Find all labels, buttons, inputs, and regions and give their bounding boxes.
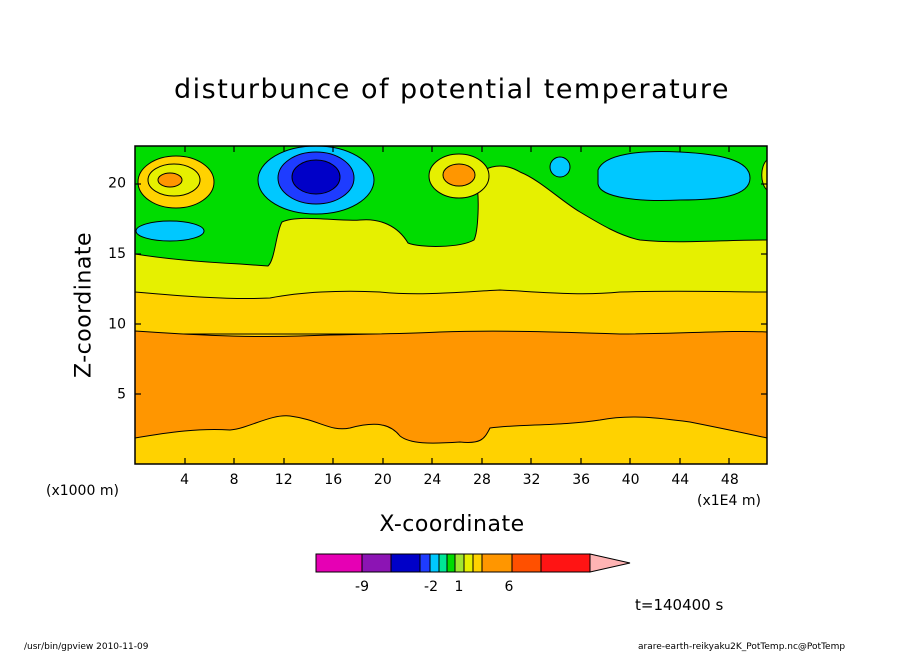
cold-cell-left bbox=[135, 220, 205, 242]
colorbar-swatch bbox=[390, 553, 421, 573]
x-axis-label: X-coordinate bbox=[379, 512, 525, 537]
colorbar-label: -2 bbox=[424, 579, 438, 595]
colorbar-label: 1 bbox=[455, 579, 464, 595]
y-tick-labels: 5 10 15 20 bbox=[108, 176, 126, 403]
timestamp-label: t=140400 s bbox=[635, 596, 724, 614]
x-tick-label: 40 bbox=[622, 472, 640, 488]
footer-left: /usr/bin/gpview 2010-11-09 bbox=[24, 642, 149, 652]
x-tick-label: 48 bbox=[721, 472, 739, 488]
y-tick-label: 20 bbox=[108, 176, 126, 192]
cold-blob-core bbox=[291, 159, 341, 195]
y-axis-label: Z-coordinate bbox=[71, 232, 97, 378]
x-tick-label: 8 bbox=[230, 472, 239, 488]
colorbar-swatch bbox=[361, 553, 392, 573]
x-tick-label: 36 bbox=[572, 472, 590, 488]
plot-frame bbox=[134, 145, 768, 465]
field-band-orange bbox=[135, 330, 767, 444]
x-axis-unit: (x1E4 m) bbox=[697, 493, 761, 509]
colorbar-swatch bbox=[463, 553, 474, 573]
field-band-gold bbox=[135, 289, 767, 335]
x-tick-label: 12 bbox=[275, 472, 293, 488]
colorbar-labels: -9 -2 1 6 bbox=[355, 579, 514, 595]
x-tick-label: 4 bbox=[180, 472, 189, 488]
x-tick-label: 20 bbox=[374, 472, 392, 488]
colorbar bbox=[315, 553, 631, 573]
colorbar-swatch bbox=[540, 553, 591, 573]
field-band-yellow bbox=[135, 165, 767, 301]
y-tick-label: 5 bbox=[117, 387, 126, 403]
chart-title: disturbunce of potential temperature bbox=[174, 74, 730, 105]
warm-blob-left-core bbox=[157, 172, 183, 188]
x-tick-label: 28 bbox=[473, 472, 491, 488]
colorbar-swatch bbox=[446, 553, 456, 573]
heatmap-field bbox=[135, 146, 767, 464]
colorbar-extend-arrow bbox=[589, 553, 631, 573]
x-tick-label: 24 bbox=[423, 472, 441, 488]
cold-cell-right bbox=[597, 151, 751, 201]
warm-blob-center-core bbox=[442, 163, 476, 187]
x-tick-labels: 4 8 12 16 20 24 28 32 36 40 44 48 bbox=[180, 472, 739, 488]
x-tick-label: 44 bbox=[671, 472, 689, 488]
cold-cell-small bbox=[549, 156, 571, 178]
colorbar-label: 6 bbox=[505, 579, 514, 595]
colorbar-swatch bbox=[511, 553, 542, 573]
y-axis-unit: (x1000 m) bbox=[46, 483, 119, 499]
colorbar-swatch bbox=[481, 553, 513, 573]
y-tick-label: 10 bbox=[108, 316, 126, 332]
colorbar-swatch bbox=[438, 553, 448, 573]
colorbar-label: -9 bbox=[355, 579, 369, 595]
colorbar-swatch bbox=[315, 553, 363, 573]
y-tick-label: 15 bbox=[108, 246, 126, 262]
x-tick-label: 32 bbox=[523, 472, 541, 488]
colorbar-swatch bbox=[472, 553, 483, 573]
colorbar-swatch bbox=[419, 553, 431, 573]
colorbar-swatch bbox=[454, 553, 465, 573]
footer-right: arare-earth-reikyaku2K_PotTemp.nc@PotTem… bbox=[638, 642, 846, 652]
tick-marks bbox=[135, 146, 767, 464]
x-tick-label: 16 bbox=[324, 472, 342, 488]
colorbar-swatch bbox=[429, 553, 440, 573]
